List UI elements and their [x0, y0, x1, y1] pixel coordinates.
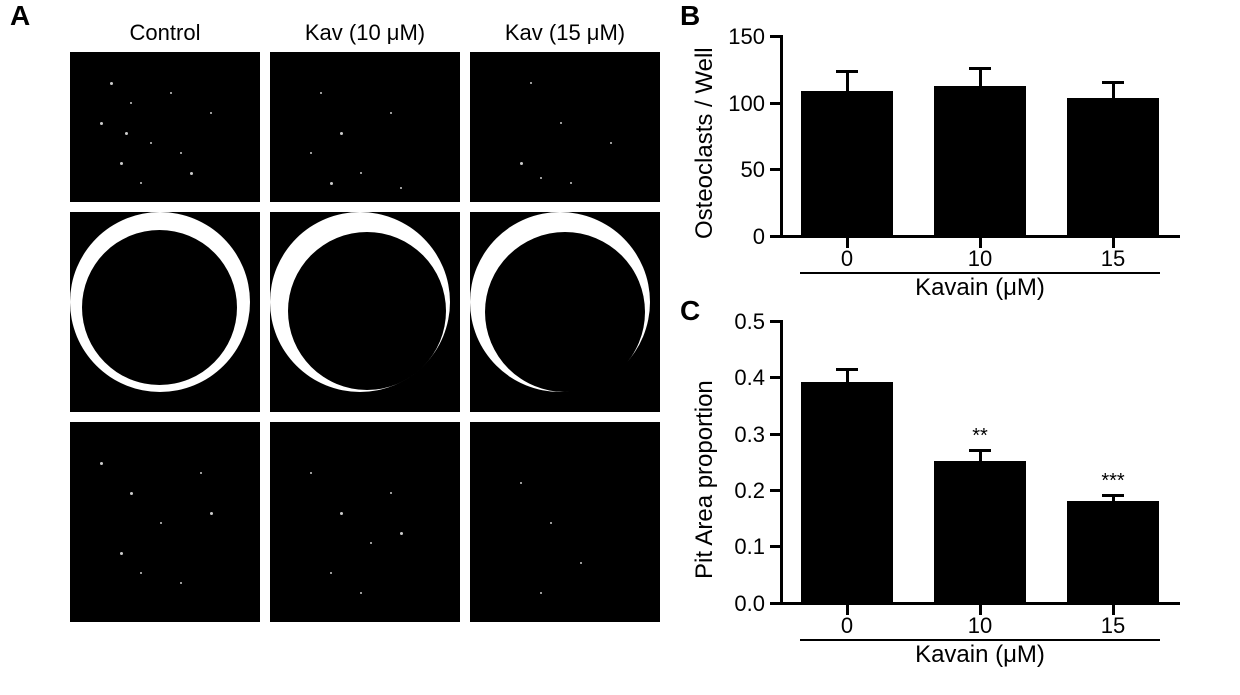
panel-a-label: A	[10, 0, 30, 32]
micrograph-control-row1	[70, 52, 260, 202]
chart-c-ytick-label: 0.0	[705, 591, 765, 617]
chart-c-xtick-label: 10	[950, 613, 1010, 639]
chart-b-errcap-2	[1102, 81, 1124, 84]
chart-c-x-label: Kavain (μM)	[880, 641, 1080, 669]
panel-a-row1	[70, 52, 660, 202]
chart-c-ytick	[770, 433, 780, 436]
well-scan-kav15	[470, 212, 660, 412]
micrograph-kav10-row1	[270, 52, 460, 202]
chart-b-y-axis	[780, 35, 783, 235]
panel-c-chart: 0.0 0.1 0.2 0.3 0.4 0.5 Pit Area proport…	[690, 310, 1190, 680]
chart-c-ytick	[770, 320, 780, 323]
chart-c-ytick	[770, 376, 780, 379]
well-scan-control	[70, 212, 260, 412]
panel-a: Control Kav (10 μM) Kav (15 μM)	[60, 20, 660, 622]
chart-b-err-0	[846, 70, 849, 91]
chart-c-errcap-0	[836, 368, 858, 371]
chart-b-ytick	[770, 35, 780, 38]
chart-c-xtick-label: 0	[817, 613, 877, 639]
chart-b-ytick	[770, 168, 780, 171]
chart-b-errcap-1	[969, 67, 991, 70]
chart-c-errcap-2	[1102, 494, 1124, 497]
chart-b-errcap-0	[836, 70, 858, 73]
chart-c-xtick-label: 15	[1083, 613, 1143, 639]
chart-c-ytick	[770, 602, 780, 605]
chart-b-x-label: Kavain (μM)	[880, 274, 1080, 302]
panel-a-row3	[70, 422, 660, 622]
panel-a-headers: Control Kav (10 μM) Kav (15 μM)	[70, 20, 660, 46]
col-header-control: Control	[70, 20, 260, 46]
chart-c-ytick	[770, 545, 780, 548]
pit-image-kav10	[270, 422, 460, 622]
pit-image-kav15	[470, 422, 660, 622]
chart-c-ytick	[770, 489, 780, 492]
chart-c-bar-0	[801, 382, 893, 602]
chart-c-bar-2	[1067, 501, 1159, 602]
micrograph-kav15-row1	[470, 52, 660, 202]
chart-c-errcap-1	[969, 449, 991, 452]
chart-c-y-axis	[780, 320, 783, 602]
chart-c-sig-1: **	[950, 425, 1010, 448]
col-header-kav15: Kav (15 μM)	[470, 20, 660, 46]
right-panels: 0 50 100 150 Osteoclasts / Well 0	[690, 20, 1190, 680]
panel-b-chart: 0 50 100 150 Osteoclasts / Well 0	[690, 20, 1190, 300]
chart-c-bar-1	[934, 461, 1026, 602]
chart-b-ytick	[770, 235, 780, 238]
chart-b-xtick-label: 10	[950, 246, 1010, 272]
chart-b-bar-1	[934, 86, 1026, 235]
chart-b-bar-0	[801, 91, 893, 235]
chart-b-xtick-label: 15	[1083, 246, 1143, 272]
chart-c-y-label: Pit Area proportion	[691, 349, 719, 579]
chart-c-sig-2: ***	[1083, 470, 1143, 493]
chart-b-ytick	[770, 102, 780, 105]
figure-container: Control Kav (10 μM) Kav (15 μM)	[20, 20, 1220, 680]
well-scan-kav10	[270, 212, 460, 412]
pit-image-control	[70, 422, 260, 622]
panel-a-grid	[70, 52, 660, 622]
chart-c-ytick-label: 0.5	[705, 309, 765, 335]
chart-b-xtick-label: 0	[817, 246, 877, 272]
col-header-kav10: Kav (10 μM)	[270, 20, 460, 46]
panel-a-row2	[70, 212, 660, 412]
chart-b-bar-2	[1067, 98, 1159, 235]
chart-b-y-label: Osteoclasts / Well	[691, 39, 719, 239]
